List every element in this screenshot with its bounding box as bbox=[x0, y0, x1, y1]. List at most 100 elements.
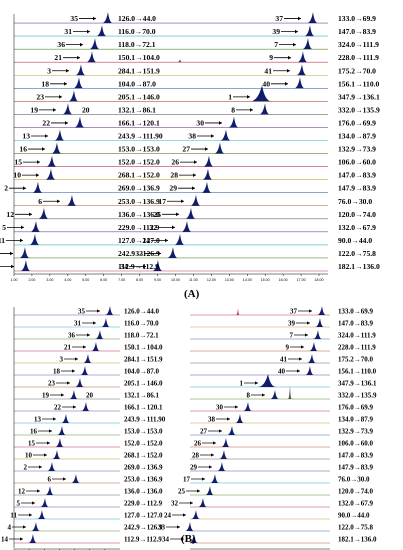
panel-a-peak-number-right-15: 25 bbox=[153, 210, 161, 219]
panel-a-peak-number-right-19: 34 bbox=[120, 262, 128, 271]
panel-a-peak-number-left2-7: 20 bbox=[82, 105, 90, 114]
panel-a-arrowhead-right-1 bbox=[295, 29, 298, 34]
panel-a-trace-14-peak-1 bbox=[190, 194, 201, 206]
panel-a-trace-8-peak-0 bbox=[74, 116, 85, 128]
panel-b-left-mrm-17: 127.0→127.0 bbox=[124, 512, 163, 520]
panel-b-right-mrm-4: 175.2→70.0 bbox=[338, 356, 374, 364]
panel-a-tick-label-12: 13.00 bbox=[225, 278, 234, 282]
panel-b-right-trace-3-peak-0 bbox=[309, 342, 318, 351]
panel-a-mrm-left-11: 152.0→152.0 bbox=[118, 158, 160, 167]
panel-a-mrm-left-4: 284.1→151.9 bbox=[118, 66, 160, 75]
panel-a-arrowhead-left-4 bbox=[66, 68, 69, 73]
panel-b-left-mrm-0: 126.0→44.0 bbox=[124, 308, 160, 316]
panel-b-right-trace-4-peak-0 bbox=[307, 354, 316, 363]
panel-b-left-mrm-12: 268.1→152.0 bbox=[124, 452, 163, 460]
panel-a-arrowhead-left-15 bbox=[29, 212, 32, 217]
panel-a-peak-number-left-7: 19 bbox=[30, 105, 38, 114]
panel-a-peak-number-left-10: 16 bbox=[19, 145, 27, 154]
panel-a-peak-number-left-14: 6 bbox=[38, 197, 42, 206]
panel-a-time-axis: 1.00 2.00 3.00 4.00 5.00 6.00 7.00 8.00 9.00 10.0… bbox=[11, 14, 328, 282]
panel-b-right-trace-1-peak-0 bbox=[315, 318, 324, 327]
panel-b-right-number-17: 24 bbox=[164, 512, 172, 520]
panel-a-mrm-right-7: 332.0→135.9 bbox=[338, 105, 380, 114]
panel-b-label: (B) bbox=[181, 533, 196, 545]
panel-a-trace-15-peak-0 bbox=[38, 207, 49, 219]
panel-b-left-trace-1-peak-0 bbox=[101, 318, 110, 327]
panel-b-left-trace-16-peak-0 bbox=[40, 498, 49, 507]
panel-a-mrm-right-6: 347.9→136.1 bbox=[338, 92, 380, 101]
panel-b-left-trace-12-peak-0 bbox=[52, 450, 61, 459]
panel-b-right-arrowhead-19 bbox=[181, 537, 184, 541]
panel-a-mrm-right-15: 120.0→74.0 bbox=[338, 210, 376, 219]
panel-a-tick-label-1: 2.00 bbox=[28, 278, 35, 282]
panel-b-left-mrm-6: 205.1→146.0 bbox=[124, 380, 163, 388]
panel-b-left-number-2: 36 bbox=[68, 332, 76, 340]
panel-b-right-trace-5-peak-0 bbox=[305, 366, 314, 375]
panel-b-right-mrm-3: 228.0→111.9 bbox=[338, 344, 376, 352]
panel-b-left-arrowhead-12 bbox=[44, 453, 47, 457]
panel-b-right-number-14: 17 bbox=[183, 476, 191, 484]
panel-b-right-number-15: 25 bbox=[178, 488, 186, 496]
panel-b-right-number-0: 37 bbox=[290, 308, 298, 316]
panel-b-left-number-14: 6 bbox=[48, 476, 52, 484]
panel-b-right-trace-12-peak-0 bbox=[219, 450, 228, 459]
panel-b-right-number-10: 27 bbox=[200, 428, 208, 436]
panel-a-arrowhead-right-8 bbox=[219, 121, 222, 125]
panel-a-arrowhead-left-19 bbox=[11, 264, 14, 269]
panel-b-right-arrowhead-7 bbox=[262, 393, 265, 397]
panel-b-right-trace-2-peak-0 bbox=[313, 330, 322, 339]
panel-a-arrowhead-right-0 bbox=[298, 16, 301, 21]
panel-b-left-number-15: 12 bbox=[18, 488, 26, 496]
panel-a-peak-number-right-12: 28 bbox=[170, 171, 178, 180]
panel-b-left-arrowhead-14 bbox=[63, 477, 66, 481]
panel-b-right-number-6: 1 bbox=[240, 380, 244, 388]
panel-b-left-number-5: 18 bbox=[53, 368, 61, 376]
panel-a-mrm-left-3: 150.1→104.0 bbox=[118, 53, 160, 62]
panel-a-arrowhead-right-10 bbox=[205, 147, 208, 151]
panel-b-right-trace-15-peak-0 bbox=[205, 486, 214, 495]
panel-b-right-number-8: 30 bbox=[216, 404, 224, 412]
panel-a-peak-number-right-4: 41 bbox=[264, 66, 272, 75]
panel-a-mrm-right-8: 176.0→69.9 bbox=[338, 118, 376, 127]
panel-a-tick-label-10: 11.00 bbox=[189, 278, 198, 282]
panel-a-peak-number-right-6: 1 bbox=[228, 92, 232, 101]
panel-a-arrowhead-right-18 bbox=[158, 251, 161, 256]
panel-b-left-mrm-1: 116.0→70.0 bbox=[124, 320, 159, 328]
panel-b-left-mrm-4: 284.1→151.9 bbox=[124, 356, 163, 364]
panel-a-trace-6-peak-0 bbox=[68, 90, 79, 102]
panel-b-right-trace-14-peak-0 bbox=[210, 474, 219, 483]
panel-b-left-arrowhead-2 bbox=[87, 333, 90, 337]
panel-a-arrowhead-left-12 bbox=[36, 173, 39, 177]
panel-b-left-mrm-15: 136.0→136.0 bbox=[124, 488, 163, 496]
panel-b-right-number-4: 41 bbox=[280, 356, 288, 364]
panel-a-mrm-left-7: 132.1→86.1 bbox=[118, 105, 156, 114]
panel-b-right-arrowhead-4 bbox=[299, 357, 302, 361]
panel-b-left-number-10: 16 bbox=[30, 428, 38, 436]
panel-b-right-mrm-13: 147.9→83.9 bbox=[338, 464, 374, 472]
panel-b-left-arrowhead-10 bbox=[49, 429, 52, 433]
panel-a-arrowhead-left-2 bbox=[80, 42, 83, 47]
panel-b-right-trace-7-peak-1 bbox=[288, 385, 292, 399]
panel-a-trace-15-peak-1 bbox=[185, 207, 196, 219]
panel-a-trace-4-peak-0 bbox=[75, 64, 86, 76]
panel-a-trace-9-peak-1 bbox=[220, 129, 231, 141]
panel-a-tick-label-8: 9.00 bbox=[154, 278, 161, 282]
panel-a-trace-2-peak-0 bbox=[89, 38, 100, 50]
panel-a-mrm-left-14: 253.0→136.9 bbox=[118, 197, 160, 206]
panel-a-arrowhead-left-3 bbox=[77, 55, 80, 60]
panel-b-left-trace-19-peak-0 bbox=[28, 534, 37, 543]
panel-b-right-number-2: 7 bbox=[290, 332, 294, 340]
panel-b-left-arrowhead-7 bbox=[61, 393, 64, 397]
panel-a-arrowhead-left-10 bbox=[42, 147, 45, 151]
panel-b-left-arrowhead-8 bbox=[73, 405, 76, 409]
panel-a-arrowhead-right-14 bbox=[181, 199, 184, 204]
panel-a-trace-5-peak-0 bbox=[73, 77, 84, 89]
panel-a-labels: 35 126.0→44.0 37 133.0→69.931 116.0→70.0 39 14… bbox=[0, 14, 380, 271]
panel-b-right-mrm-10: 132.9→73.9 bbox=[338, 428, 374, 436]
panel-b-left-number-0: 35 bbox=[78, 308, 86, 316]
panel-b-left-trace-8-peak-0 bbox=[81, 402, 90, 411]
panel-b-right-number-18: 33 bbox=[158, 524, 166, 532]
panel-a-peak-number-left-12: 10 bbox=[13, 171, 21, 180]
panel-a-tick-label-9: 10.00 bbox=[171, 278, 180, 282]
